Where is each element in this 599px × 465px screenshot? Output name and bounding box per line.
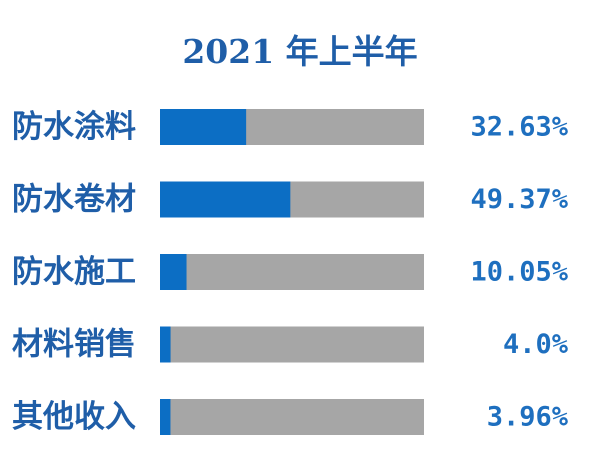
bar [160,399,171,435]
value-label: 3.96% [487,402,569,433]
value-label: 4.0% [503,329,569,360]
bar-track [160,326,424,363]
chart-title: 2021 年上半年 [182,32,417,71]
value-label: 10.05% [470,257,568,288]
category-label: 其他收入 [12,399,136,435]
category-label: 防水卷材 [12,182,136,218]
bar [160,254,187,290]
bar-track [160,254,424,290]
value-label: 32.63% [470,112,568,143]
value-label: 49.37% [470,184,568,215]
bar [160,326,171,363]
category-label: 材料销售 [12,327,136,363]
category-label: 防水涂料 [12,109,136,145]
bar-rows: 防水涂料 32.63% 防水卷材 49.37% 防水施工 10.05% 材料销售 4.0% 其他… [12,109,569,435]
bar [160,109,247,145]
bar [160,181,291,218]
bar-track [160,399,424,435]
category-label: 防水施工 [12,254,136,290]
